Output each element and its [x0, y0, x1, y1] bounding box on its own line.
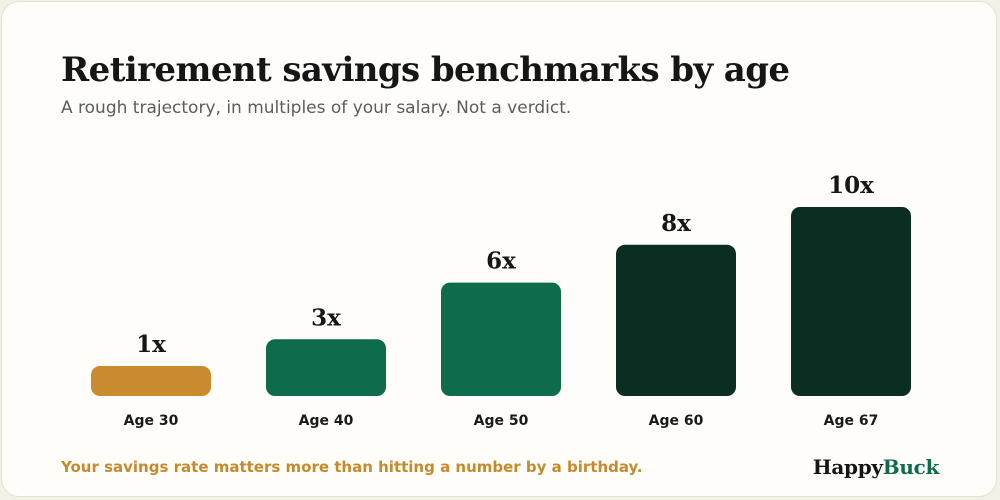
bar-age-40 [266, 339, 386, 396]
x-tick-label: Age 60 [649, 413, 704, 429]
logo-text-buck: Buck [882, 455, 940, 479]
chart-subtitle: A rough trajectory, in multiples of your… [61, 98, 572, 118]
x-tick-label: Age 40 [299, 413, 354, 429]
x-tick-label: Age 50 [474, 413, 529, 429]
bar-age-30 [91, 366, 211, 396]
data-label: 10x [828, 172, 874, 199]
footnote: Your savings rate matters more than hitt… [61, 458, 643, 476]
brand-logo: HappyBuck [812, 454, 940, 480]
data-label: 8x [661, 210, 691, 237]
x-tick-label: Age 30 [124, 413, 179, 429]
data-label: 6x [486, 248, 516, 275]
bar-age-60 [616, 244, 736, 396]
data-label: 1x [136, 331, 166, 358]
data-label: 3x [311, 304, 341, 331]
bar-age-67 [791, 207, 911, 396]
x-tick-label: Age 67 [824, 413, 879, 429]
bar-age-50 [441, 282, 561, 396]
logo-text-happy: Happy [812, 455, 883, 479]
chart-title: Retirement savings benchmarks by age [61, 50, 790, 90]
